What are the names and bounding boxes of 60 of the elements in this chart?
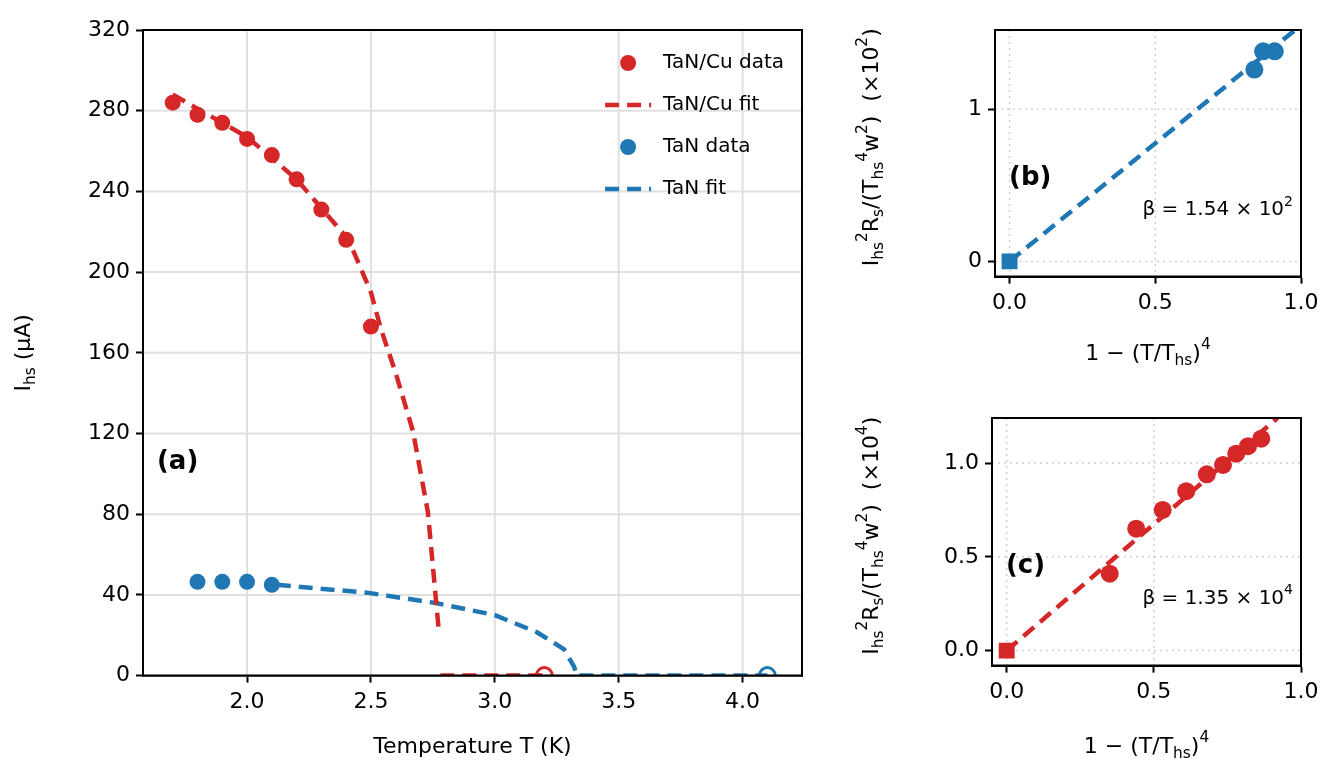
point [189, 106, 206, 123]
point [1001, 253, 1018, 270]
point [313, 201, 330, 218]
point [998, 642, 1015, 659]
y-tick-label: 1 [968, 94, 982, 120]
y-tick-label: 240 [87, 177, 130, 203]
point [1177, 482, 1196, 501]
point [1214, 455, 1233, 474]
point [362, 318, 379, 335]
legend-label: TaN/Cu fit [662, 91, 760, 116]
point [1239, 437, 1258, 456]
point [1127, 519, 1146, 538]
legend-label: TaN fit [662, 175, 727, 200]
text: Ihs2Rs/(Ths4w2) (×102) [853, 28, 887, 267]
y-tick-label: 1.0 [943, 448, 979, 474]
x-axis-title: Temperature T (K) [372, 732, 572, 758]
point [1252, 429, 1271, 448]
annotation: (a) [156, 445, 199, 476]
y-tick-label: 80 [101, 499, 130, 525]
point [263, 576, 280, 593]
legend-label: TaN data [662, 133, 751, 158]
y-tick-label: 40 [101, 580, 130, 606]
x-tick-label: 2.0 [229, 687, 265, 713]
point [263, 147, 280, 164]
legend-label: TaN/Cu data [662, 49, 785, 74]
point [239, 130, 256, 147]
y-tick-label: 320 [87, 15, 130, 41]
y-tick-label: 200 [87, 257, 130, 283]
point [1153, 500, 1172, 519]
point [288, 171, 305, 188]
annotation: (b) [1009, 160, 1052, 191]
point [164, 94, 181, 111]
x-tick-label: 4.0 [725, 687, 761, 713]
x-tick-label: 0.0 [989, 677, 1025, 703]
text: Ihs2Rs/(Ths4w2) (×104) [853, 416, 887, 655]
x-tick-label: 1.0 [1283, 677, 1319, 703]
point [1100, 564, 1119, 583]
point [1245, 60, 1264, 79]
y-tick-label: 160 [87, 338, 130, 364]
point [214, 573, 231, 590]
x-tick-label: 1.0 [1283, 288, 1319, 314]
x-tick-label: 0.5 [1136, 677, 1172, 703]
annotation: (c) [1005, 549, 1046, 580]
y-tick-label: 0.0 [943, 636, 979, 662]
y-tick-label: 0.5 [943, 542, 979, 568]
x-tick-label: 0.0 [992, 288, 1028, 314]
point [338, 231, 355, 248]
y-tick-label: 0 [115, 661, 130, 687]
y-tick-label: 0 [968, 247, 982, 273]
x-tick-label: 3.0 [477, 687, 513, 713]
point [239, 573, 256, 590]
x-tick-label: 0.5 [1137, 288, 1173, 314]
x-tick-label: 3.5 [601, 687, 637, 713]
point [1197, 465, 1216, 484]
point [214, 114, 231, 131]
point [189, 573, 206, 590]
y-axis-title: Ihs (μA) [9, 314, 39, 392]
y-tick-label: 280 [87, 96, 130, 122]
x-tick-label: 2.5 [353, 687, 389, 713]
y-tick-label: 120 [87, 419, 130, 445]
